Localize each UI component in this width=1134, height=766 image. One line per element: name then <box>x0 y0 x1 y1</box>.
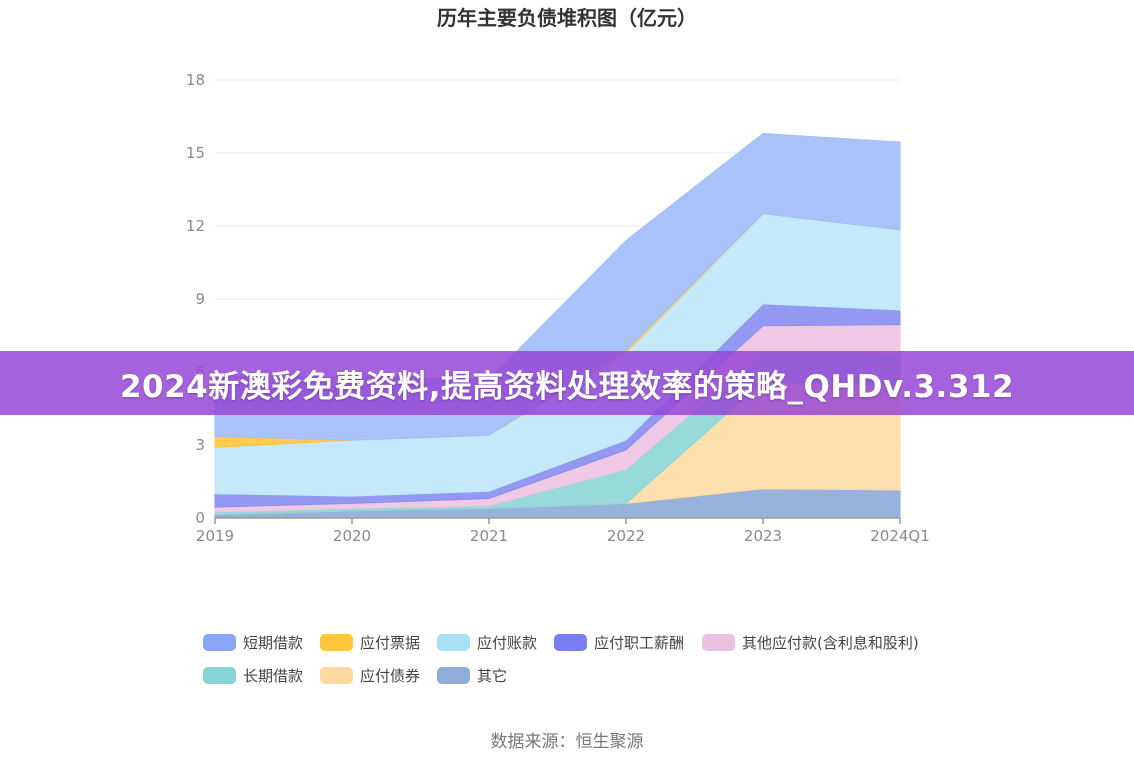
chart-title: 历年主要负债堆积图（亿元） <box>437 6 697 30</box>
legend-label: 应付债券 <box>360 667 420 685</box>
source-label: 数据来源：恒生聚源 <box>491 732 644 752</box>
legend-label: 短期借款 <box>243 634 303 652</box>
legend-swatch <box>702 634 735 651</box>
y-tick-label: 3 <box>195 436 205 454</box>
y-tick-label: 12 <box>186 217 205 235</box>
legend-swatch <box>320 667 353 684</box>
legend-label: 应付账款 <box>477 634 537 652</box>
legend-swatch <box>437 634 470 651</box>
legend-label: 应付职工薪酬 <box>594 634 684 652</box>
legend-label: 应付票据 <box>360 634 420 652</box>
x-tick-label: 2023 <box>744 527 782 545</box>
legend-label: 其他应付款(含利息和股利) <box>742 634 919 652</box>
plot-area <box>214 132 901 519</box>
overlay-banner: 2024新澳彩免费资料,提高资料处理效率的策略_QHDv.3.312 <box>0 351 1134 415</box>
x-tick-label: 2019 <box>196 527 234 545</box>
y-tick-label: 0 <box>195 509 205 527</box>
legend-swatch <box>437 667 470 684</box>
banner-text: 2024新澳彩免费资料,提高资料处理效率的策略_QHDv.3.312 <box>119 368 1015 405</box>
axes: 0369121518201920202021202220232024Q1 <box>186 71 930 545</box>
legend-label: 长期借款 <box>243 667 303 685</box>
x-tick-label: 2024Q1 <box>870 527 930 545</box>
legend-swatch <box>203 667 236 684</box>
x-tick-label: 2021 <box>470 527 508 545</box>
y-tick-label: 18 <box>186 71 205 89</box>
legend-swatch <box>554 634 587 651</box>
legend: 短期借款 应付票据 应付账款 应付职工薪酬 其他应付款(含利息和股利) 长期借款 应付债券 其… <box>203 634 919 685</box>
y-tick-label: 15 <box>186 144 205 162</box>
x-tick-label: 2022 <box>607 527 645 545</box>
y-tick-label: 9 <box>195 290 205 308</box>
legend-swatch <box>203 634 236 651</box>
legend-swatch <box>320 634 353 651</box>
x-tick-label: 2020 <box>333 527 371 545</box>
legend-label: 其它 <box>477 667 507 685</box>
